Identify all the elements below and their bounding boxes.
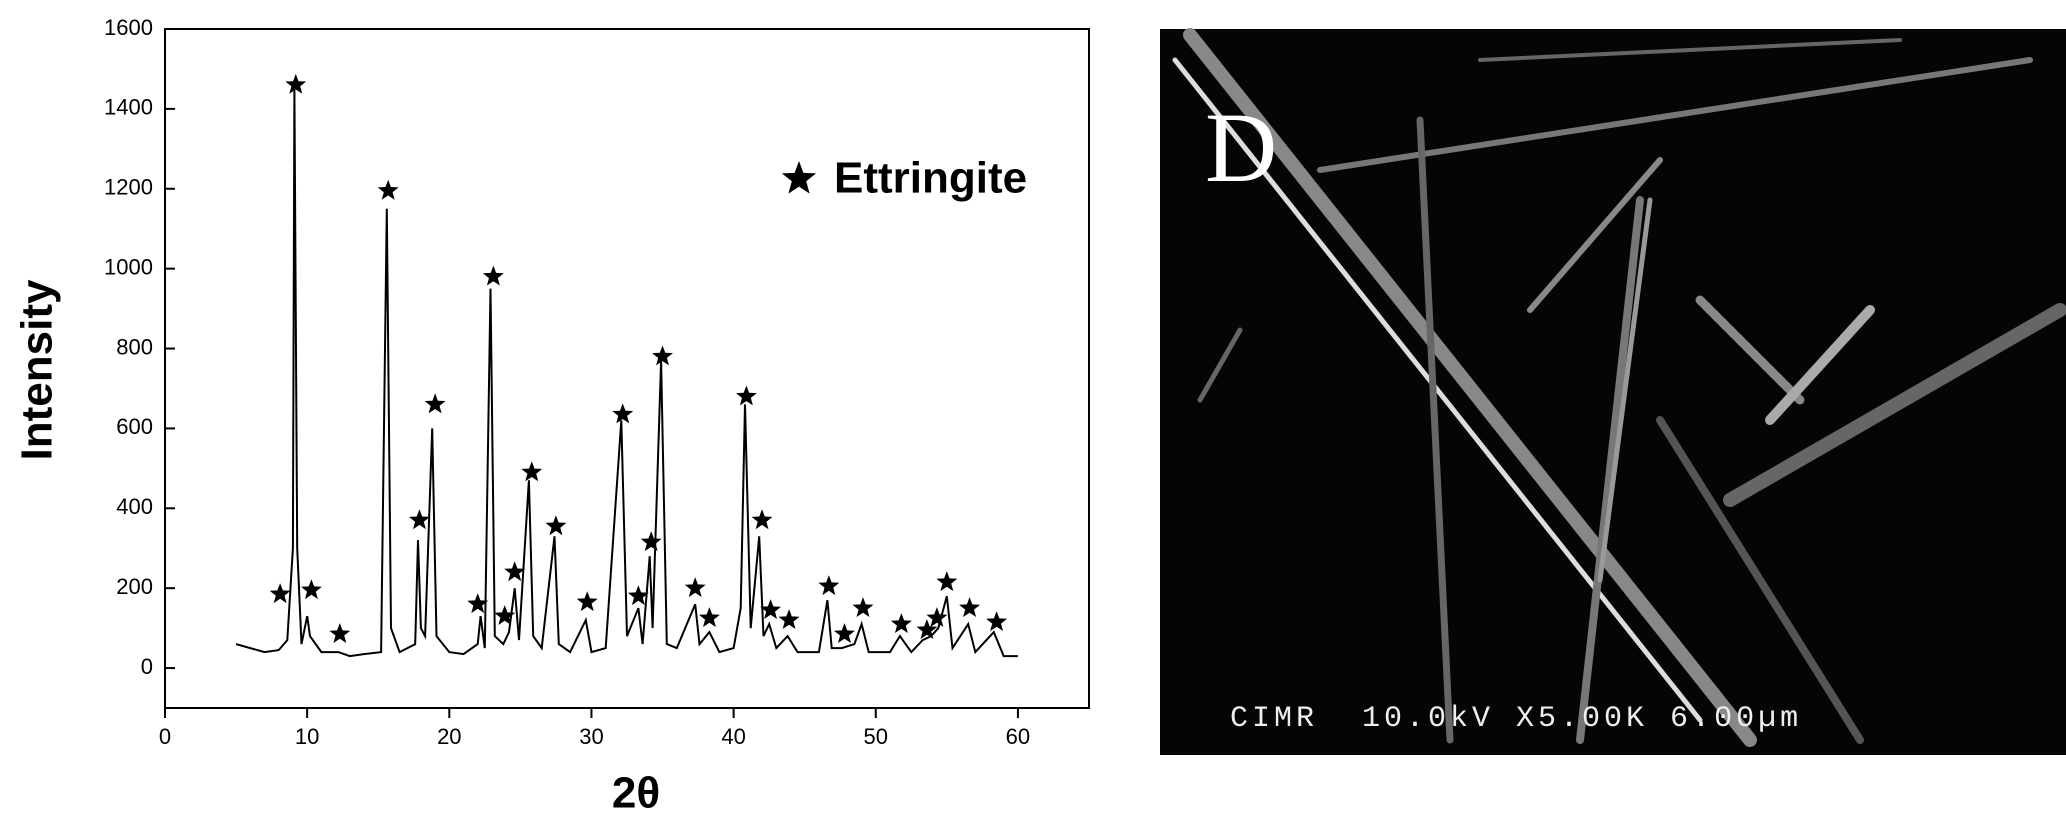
sem-caption: CIMR 10.0kV X5.00K 6.00µm: [1230, 702, 1802, 736]
peak-marker: [627, 585, 649, 606]
peak-marker: [285, 73, 307, 94]
peak-marker: [926, 607, 948, 627]
peak-marker: [760, 599, 781, 619]
spectrum-line: [235, 88, 1018, 658]
peak-marker: [778, 609, 800, 629]
peak-marker: [834, 623, 855, 643]
x-tick-label: 60: [1006, 724, 1030, 749]
y-tick-label: 200: [116, 574, 153, 599]
peak-marker: [504, 561, 526, 582]
peak-marker: [269, 583, 291, 604]
peak-marker: [986, 611, 1008, 631]
peak-marker: [959, 597, 981, 617]
peak-marker: [818, 575, 840, 596]
peak-marker: [936, 571, 958, 592]
peak-marker: [684, 577, 706, 598]
x-tick-label: 20: [437, 724, 461, 749]
y-tick-label: 800: [116, 334, 153, 359]
peak-marker: [640, 531, 662, 552]
x-tick-label: 0: [159, 724, 171, 749]
peak-marker: [409, 509, 430, 530]
sem-fibers: [1172, 28, 2066, 747]
sem-image: D CIMR 10.0kV X5.00K 6.00µm: [1160, 28, 2066, 755]
y-tick-label: 1600: [104, 15, 153, 40]
peak-marker: [467, 593, 489, 614]
plot-frame: [164, 28, 1090, 709]
peak-marker: [545, 515, 567, 536]
x-tick-label: 10: [295, 724, 319, 749]
peak-marker: [329, 623, 351, 643]
peak-marker: [852, 597, 874, 617]
x-tick-label: 50: [864, 724, 888, 749]
peak-marker: [699, 607, 720, 627]
peak-marker: [751, 509, 773, 530]
peak-marker: [424, 393, 446, 414]
y-tick-label: 1200: [104, 175, 153, 200]
x-tick-label: 30: [579, 724, 603, 749]
peak-marker: [612, 403, 634, 424]
peak-marker: [916, 619, 938, 639]
peak-marker: [652, 345, 673, 366]
peak-marker: [301, 579, 322, 600]
peak-marker: [890, 613, 912, 633]
y-tick-label: 1400: [104, 95, 153, 120]
peak-marker: [494, 605, 516, 625]
y-tick-label: 0: [141, 654, 153, 679]
x-axis-title: 2θ: [612, 769, 660, 815]
y-tick-label: 600: [116, 414, 153, 439]
y-tick-label: 400: [116, 494, 153, 519]
peak-marker: [576, 591, 598, 612]
panel-label: D: [1205, 92, 1277, 203]
peak-marker: [521, 461, 543, 482]
y-tick-label: 1000: [104, 254, 153, 279]
y-axis-title: Intensity: [13, 279, 62, 460]
peak-marker: [735, 385, 757, 406]
peak-marker: [482, 265, 504, 286]
x-tick-label: 40: [721, 724, 745, 749]
legend-marker: [781, 161, 817, 194]
peak-marker: [377, 179, 399, 200]
legend-label: Ettringite: [834, 154, 1027, 203]
